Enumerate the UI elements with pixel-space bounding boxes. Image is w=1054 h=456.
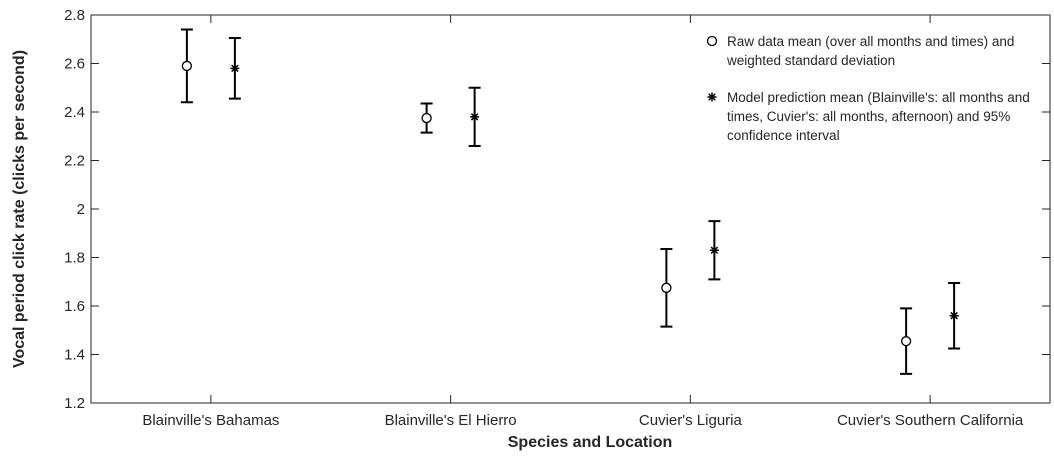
y-tick-label: 1.2 [64, 395, 85, 412]
y-tick-label: 2.8 [64, 7, 85, 24]
y-axis-label: Vocal period click rate (clicks per seco… [11, 50, 28, 368]
legend-marker [706, 35, 718, 47]
legend-label: Raw data mean (over all months and times… [727, 34, 1015, 68]
y-tick-label: 2.4 [64, 104, 85, 121]
marker-asterisk [709, 245, 719, 255]
y-tick-label: 1.4 [64, 347, 85, 364]
marker-circle [661, 282, 672, 293]
marker-circle [421, 112, 432, 124]
y-tick-label: 2.2 [64, 153, 85, 170]
y-tick-label: 1.6 [64, 298, 85, 315]
y-tick-label: 1.8 [64, 250, 85, 267]
marker-asterisk [949, 311, 959, 321]
x-axis-label: Species and Location [508, 434, 672, 451]
x-tick-label: Blainville's Bahamas [142, 412, 279, 429]
y-tick-label: 2.6 [64, 56, 85, 73]
legend-marker [707, 92, 717, 102]
marker-circle [900, 336, 912, 347]
y-tick-label: 2 [77, 201, 85, 218]
marker-asterisk [230, 63, 240, 73]
legend-entry: Raw data mean (over all months and times… [727, 34, 1015, 68]
marker-circle [181, 60, 193, 72]
x-tick-label: Blainville's El Hierro [385, 412, 517, 429]
legend-label: Model prediction mean (Blainville's: all… [727, 90, 1030, 143]
marker-asterisk [470, 112, 480, 122]
x-tick-label: Cuvier's Southern California [837, 412, 1024, 429]
x-tick-label: Cuvier's Liguria [639, 412, 743, 429]
legend-entry: Model prediction mean (Blainville's: all… [727, 90, 1030, 143]
